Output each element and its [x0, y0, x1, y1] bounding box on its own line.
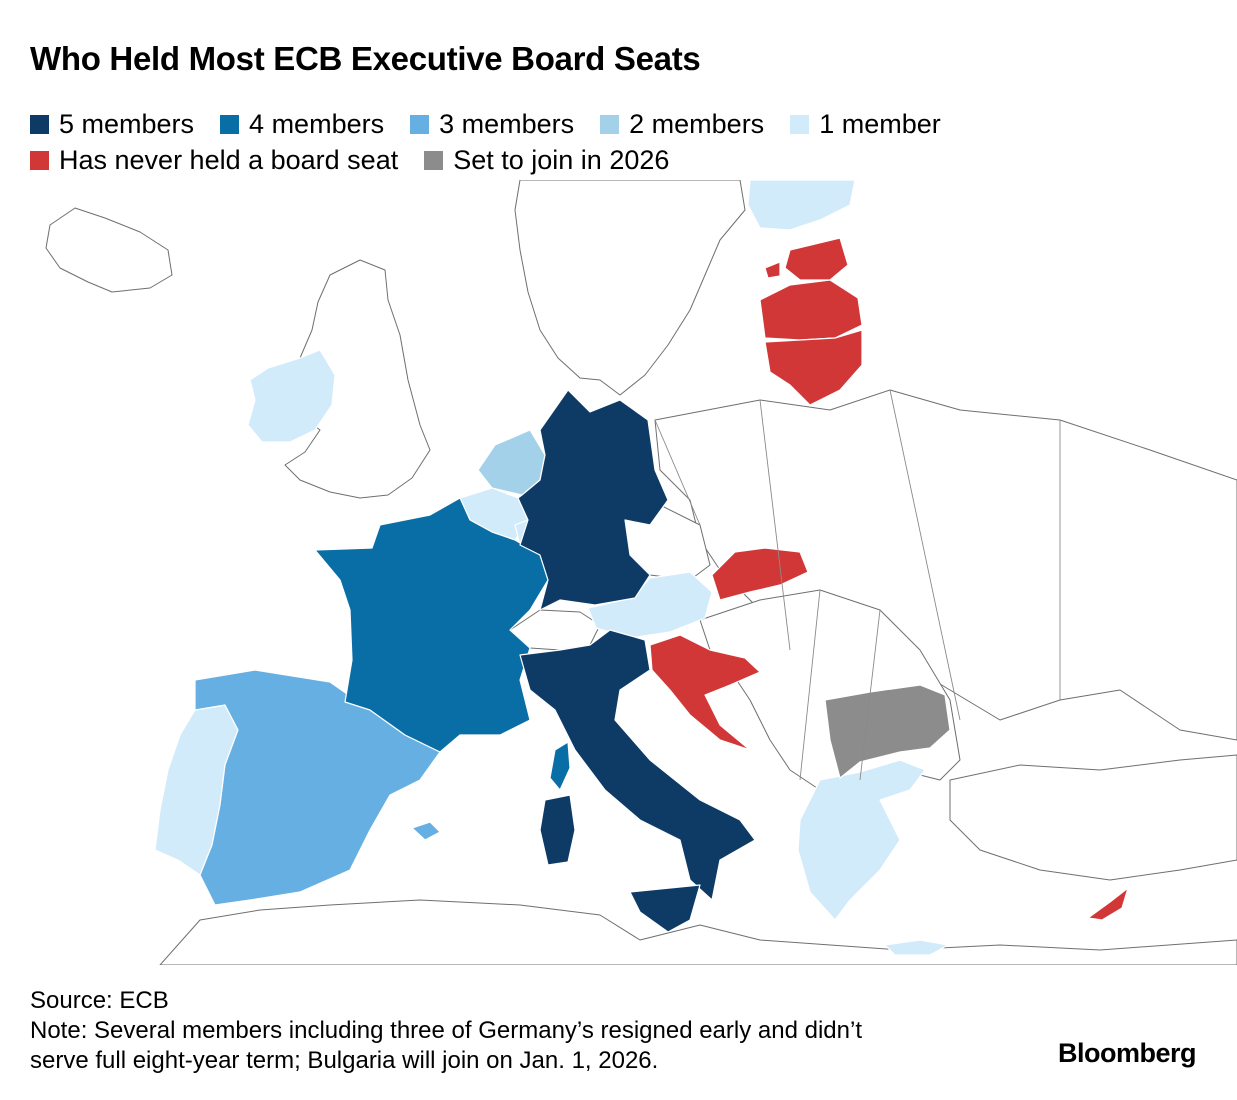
bloomberg-logo: Bloomberg: [1058, 1038, 1197, 1068]
legend-label: Has never held a board seat: [59, 144, 399, 175]
land-turkey: [949, 754, 1237, 881]
legend-swatch-2-members: [600, 114, 620, 134]
legend-label: 4 members: [249, 108, 385, 139]
legend-label: 5 members: [59, 108, 195, 139]
legend-row-2: Has never held a board seat Set to join …: [30, 142, 1130, 178]
legend-row-1: 5 members 4 members 3 members 2 members …: [30, 106, 1130, 142]
legend-swatch-join-2026: [424, 150, 444, 170]
legend-label: 2 members: [629, 108, 765, 139]
europe-map: [0, 180, 1237, 965]
country-latvia: [759, 279, 863, 341]
legend: 5 members 4 members 3 members 2 members …: [30, 106, 1130, 178]
country-greece: [797, 759, 926, 921]
country-bulgaria: [824, 684, 951, 779]
note-line-2: serve full eight-year term; Bulgaria wil…: [30, 1047, 659, 1074]
country-sardinia: [539, 794, 576, 866]
legend-item-2-members: 2 members: [600, 109, 764, 140]
land-switzerland: [509, 609, 601, 651]
border-lines: [654, 389, 1061, 781]
legend-label: 3 members: [439, 108, 575, 139]
legend-item-5-members: 5 members: [30, 109, 194, 140]
country-croatia: [649, 634, 761, 751]
country-slovakia: [711, 547, 809, 601]
land-scandinavia: [514, 180, 746, 396]
country-germany: [517, 389, 669, 611]
legend-swatch-4-members: [220, 114, 240, 134]
country-sicily: [629, 884, 701, 933]
legend-label: Set to join in 2026: [453, 144, 670, 175]
country-saaremaa: [764, 261, 781, 279]
country-france: [314, 497, 549, 753]
country-italy: [519, 629, 756, 901]
country-cyprus: [1087, 887, 1129, 921]
legend-item-3-members: 3 members: [410, 109, 574, 140]
legend-swatch-5-members: [30, 114, 49, 134]
country-lithuania: [764, 329, 863, 406]
footer: Source: ECB Note: Several members includ…: [30, 986, 862, 1076]
land-north-africa: [159, 899, 1237, 965]
legend-item-1-member: 1 member: [790, 109, 941, 140]
country-crete: [884, 939, 949, 956]
chart-title: Who Held Most ECB Executive Board Seats: [30, 40, 701, 77]
map-svg: [45, 180, 1237, 965]
note-line-1: Note: Several members including three of…: [30, 1017, 862, 1044]
legend-item-join-2026: Set to join in 2026: [424, 145, 669, 176]
legend-item-never-held: Has never held a board seat: [30, 145, 398, 176]
country-ireland: [247, 349, 336, 443]
country-balearic-islands: [411, 821, 441, 841]
legend-swatch-never-held: [30, 150, 49, 170]
land-iceland: [45, 207, 173, 293]
legend-swatch-3-members: [410, 114, 430, 134]
source-text: Source: ECB: [30, 987, 169, 1014]
legend-item-4-members: 4 members: [220, 109, 384, 140]
country-estonia: [784, 237, 849, 281]
legend-label: 1 member: [819, 108, 941, 139]
country-finland: [747, 180, 856, 231]
country-corsica: [549, 741, 571, 791]
legend-swatch-1-member: [790, 114, 810, 134]
